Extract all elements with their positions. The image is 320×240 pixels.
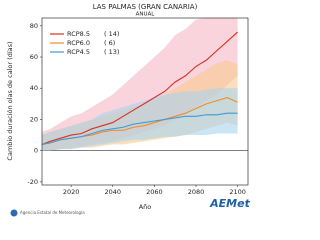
- y-tick-label: 0: [34, 147, 38, 155]
- plot-frame: [41, 17, 249, 186]
- chart-subtitle: ANUAL: [136, 12, 156, 18]
- y-tick-label: 80: [30, 22, 38, 30]
- legend-label: RCP4.5: [67, 48, 90, 56]
- legend-count: ( 6): [104, 39, 115, 47]
- x-axis-label: Año: [139, 203, 152, 211]
- legend-label: RCP6.0: [67, 39, 90, 47]
- plot-area: [42, 18, 248, 151]
- legend-label: RCP8.5: [67, 30, 90, 38]
- footer-icon: [10, 209, 18, 217]
- logo: AEMet: [209, 197, 250, 210]
- series-line: [42, 112, 238, 145]
- footer-agency: Agencia Estatal de Meteorología: [20, 210, 85, 215]
- chart-title: LAS PALMAS (GRAN CANARIA): [93, 3, 198, 11]
- series-line: [42, 31, 238, 145]
- y-tick-label: 20: [30, 115, 38, 123]
- y-tick-label: -20: [27, 178, 38, 186]
- legend-count: ( 13): [104, 48, 119, 56]
- x-tick-label: 2040: [104, 188, 121, 196]
- chart: LAS PALMAS (GRAN CANARIA) ANUAL Cambio d…: [6, 3, 251, 217]
- y-tick-label: 60: [30, 53, 38, 61]
- band: [42, 18, 238, 151]
- x-tick-label: 2080: [188, 188, 205, 196]
- y-axis-label: Cambio duración olas de calor (días): [6, 41, 14, 160]
- x-tick-label: 2020: [63, 188, 80, 196]
- legend-count: ( 14): [104, 30, 119, 38]
- x-tick-label: 2100: [229, 188, 246, 196]
- y-tick-label: 40: [30, 84, 38, 92]
- x-tick-label: 2060: [146, 188, 163, 196]
